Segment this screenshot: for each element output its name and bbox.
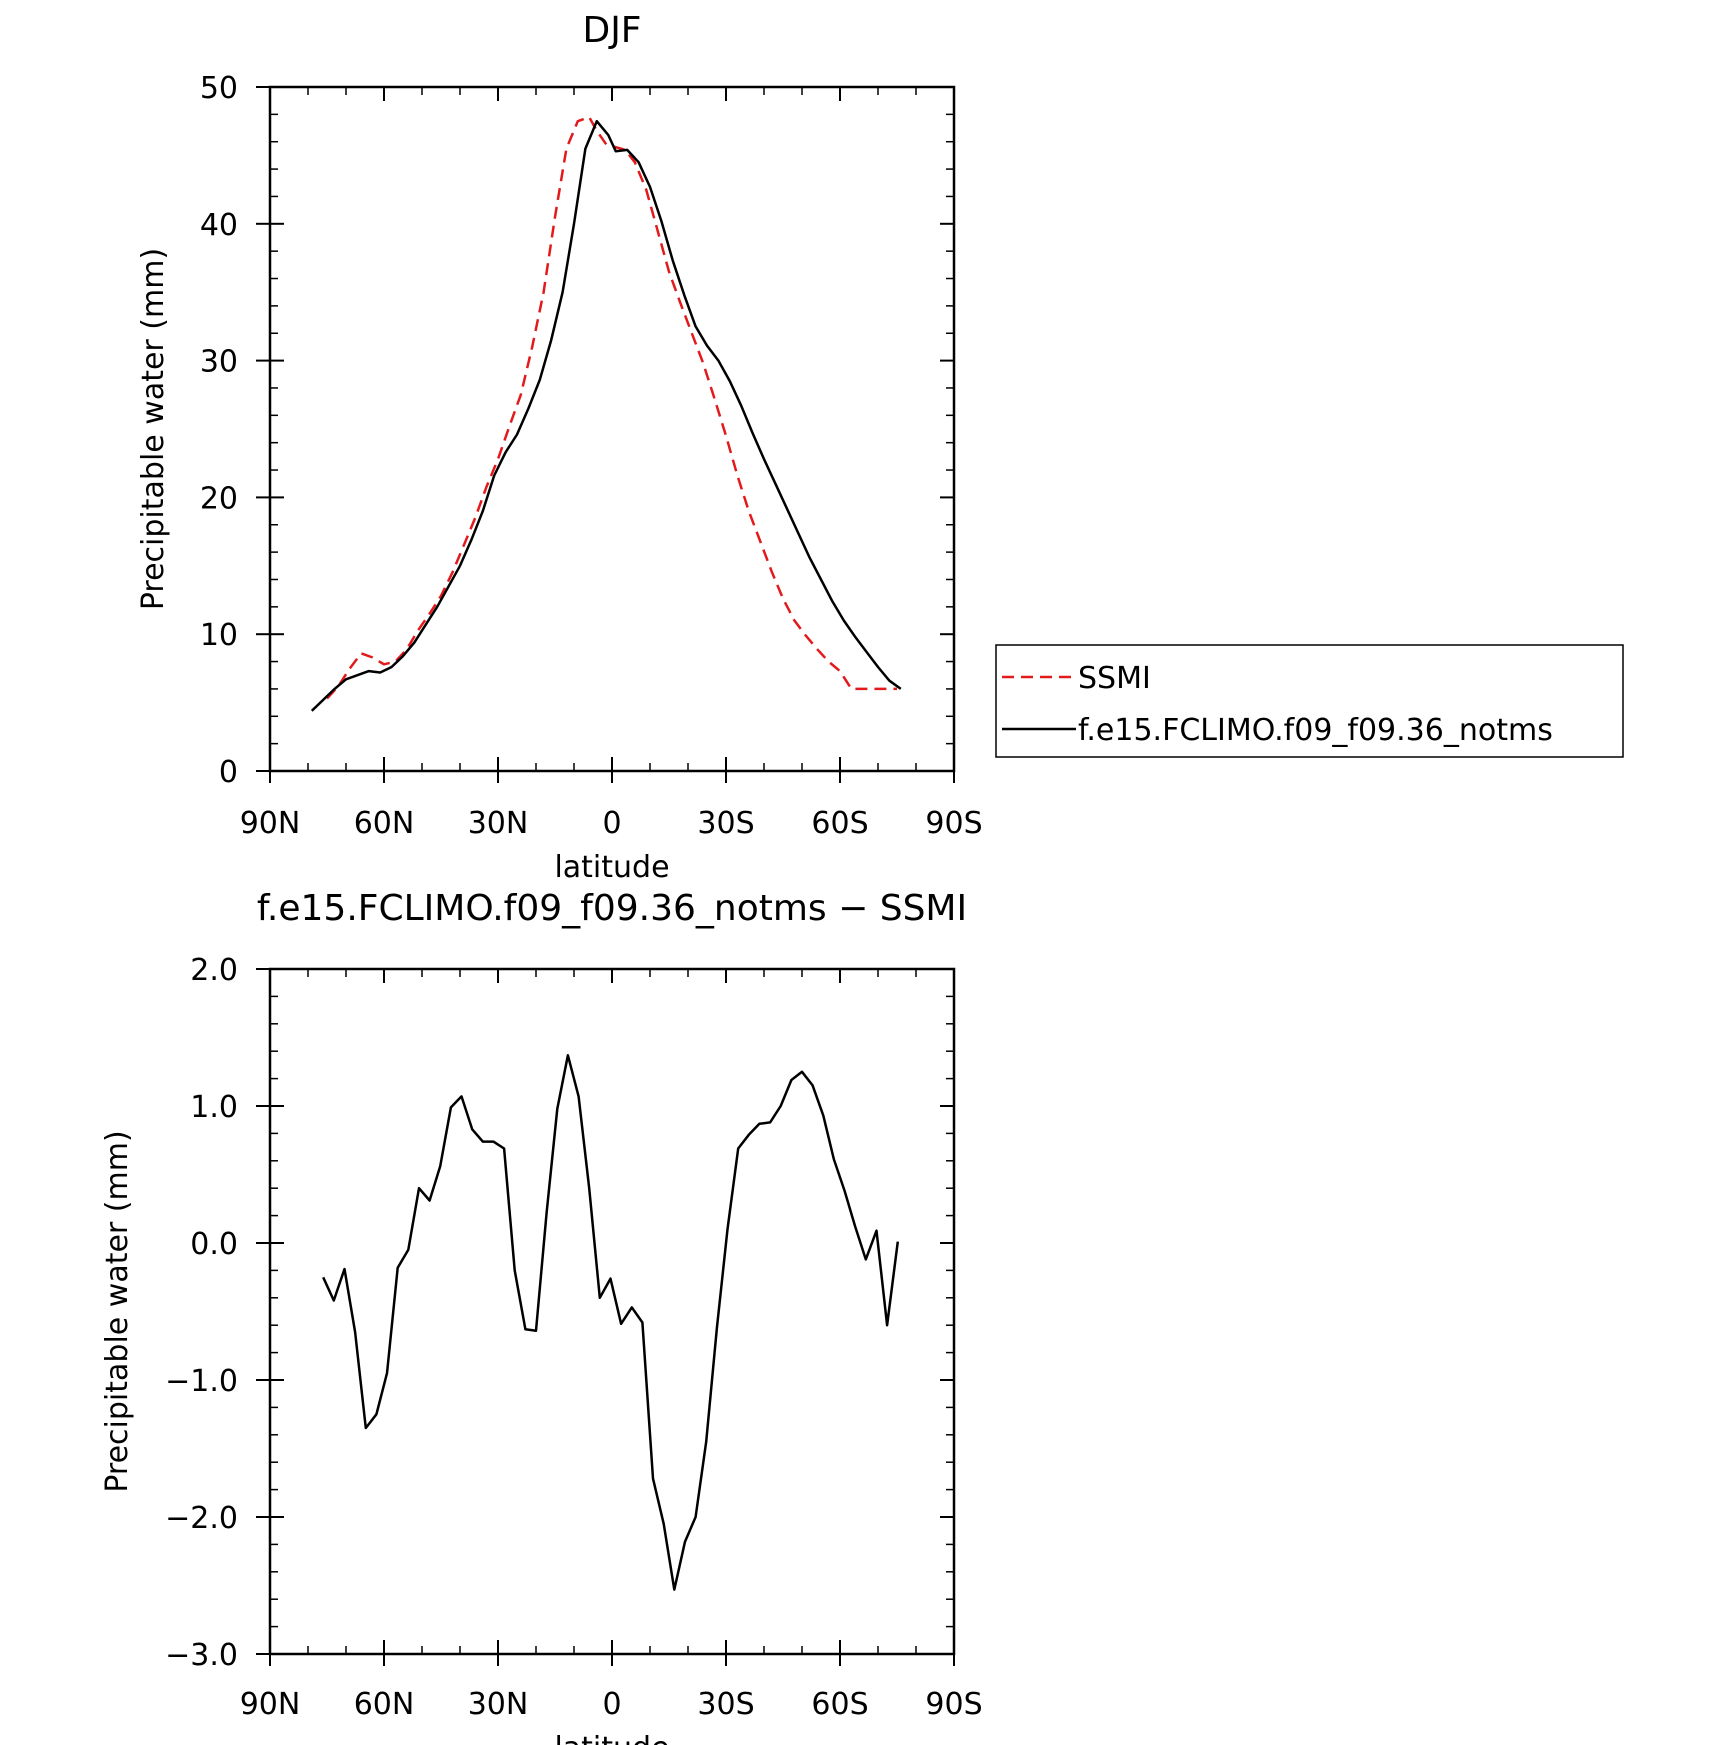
plot-frame <box>268 967 956 1656</box>
y-tick-label: 1.0 <box>190 1090 238 1125</box>
y-tick-label: 2.0 <box>190 953 238 988</box>
y-tick-label: 50 <box>200 71 238 106</box>
y-tick-label: −2.0 <box>165 1501 238 1536</box>
x-axis-label: latitude <box>554 850 669 885</box>
legend-box <box>995 644 1624 758</box>
x-tick-label: 0 <box>602 806 621 841</box>
x-tick-label: 60N <box>354 1687 415 1722</box>
x-tick-label: 90N <box>240 1687 301 1722</box>
x-tick-label: 90N <box>240 806 301 841</box>
series-line-0 <box>326 115 897 700</box>
top-panel: 90N 60N 30N 0 30S 60S 90S 0 10 20 30 40 50 DJF latitud… <box>136 10 1624 885</box>
legend-label-1: f.e15.FCLIMO.f09_f09.36_notms <box>1078 713 1553 748</box>
y-axis-label: Precipitable water (mm) <box>100 1130 135 1492</box>
y-tick-label: 30 <box>200 345 238 380</box>
y-axis-label: Precipitable water (mm) <box>136 248 171 610</box>
x-tick-label: 60S <box>811 1687 868 1722</box>
x-tick-label: 30S <box>697 806 754 841</box>
y-tick-label: 20 <box>200 481 238 516</box>
legend-label-0: SSMI <box>1078 661 1151 696</box>
y-tick-label: 40 <box>200 208 238 243</box>
chart-title: f.e15.FCLIMO.f09_f09.36_notms − SSMI <box>257 888 967 929</box>
x-tick-label: 30N <box>468 806 529 841</box>
x-tick-label: 0 <box>602 1687 621 1722</box>
x-tick-label: 30S <box>697 1687 754 1722</box>
x-axis-label: latitude <box>554 1731 669 1745</box>
x-tick-label: 90S <box>925 806 982 841</box>
series-line-1 <box>310 119 902 712</box>
x-tick-label: 60N <box>354 806 415 841</box>
x-tick-label: 60S <box>811 806 868 841</box>
y-tick-label: −3.0 <box>165 1638 238 1673</box>
x-tick-label: 90S <box>925 1687 982 1722</box>
y-tick-label: −1.0 <box>165 1364 238 1399</box>
chart-title: DJF <box>582 10 641 51</box>
series-line-0 <box>322 1054 900 1591</box>
plot-frame <box>268 85 956 773</box>
bottom-panel: 90N 60N 30N 0 30S 60S 90S 2.0 1.0 0.0 −1.0 −2.0 −3.0… <box>100 888 983 1745</box>
y-tick-label: 10 <box>200 618 238 653</box>
x-tick-label: 30N <box>468 1687 529 1722</box>
y-tick-label: 0 <box>219 755 238 790</box>
y-tick-label: 0.0 <box>190 1227 238 1262</box>
